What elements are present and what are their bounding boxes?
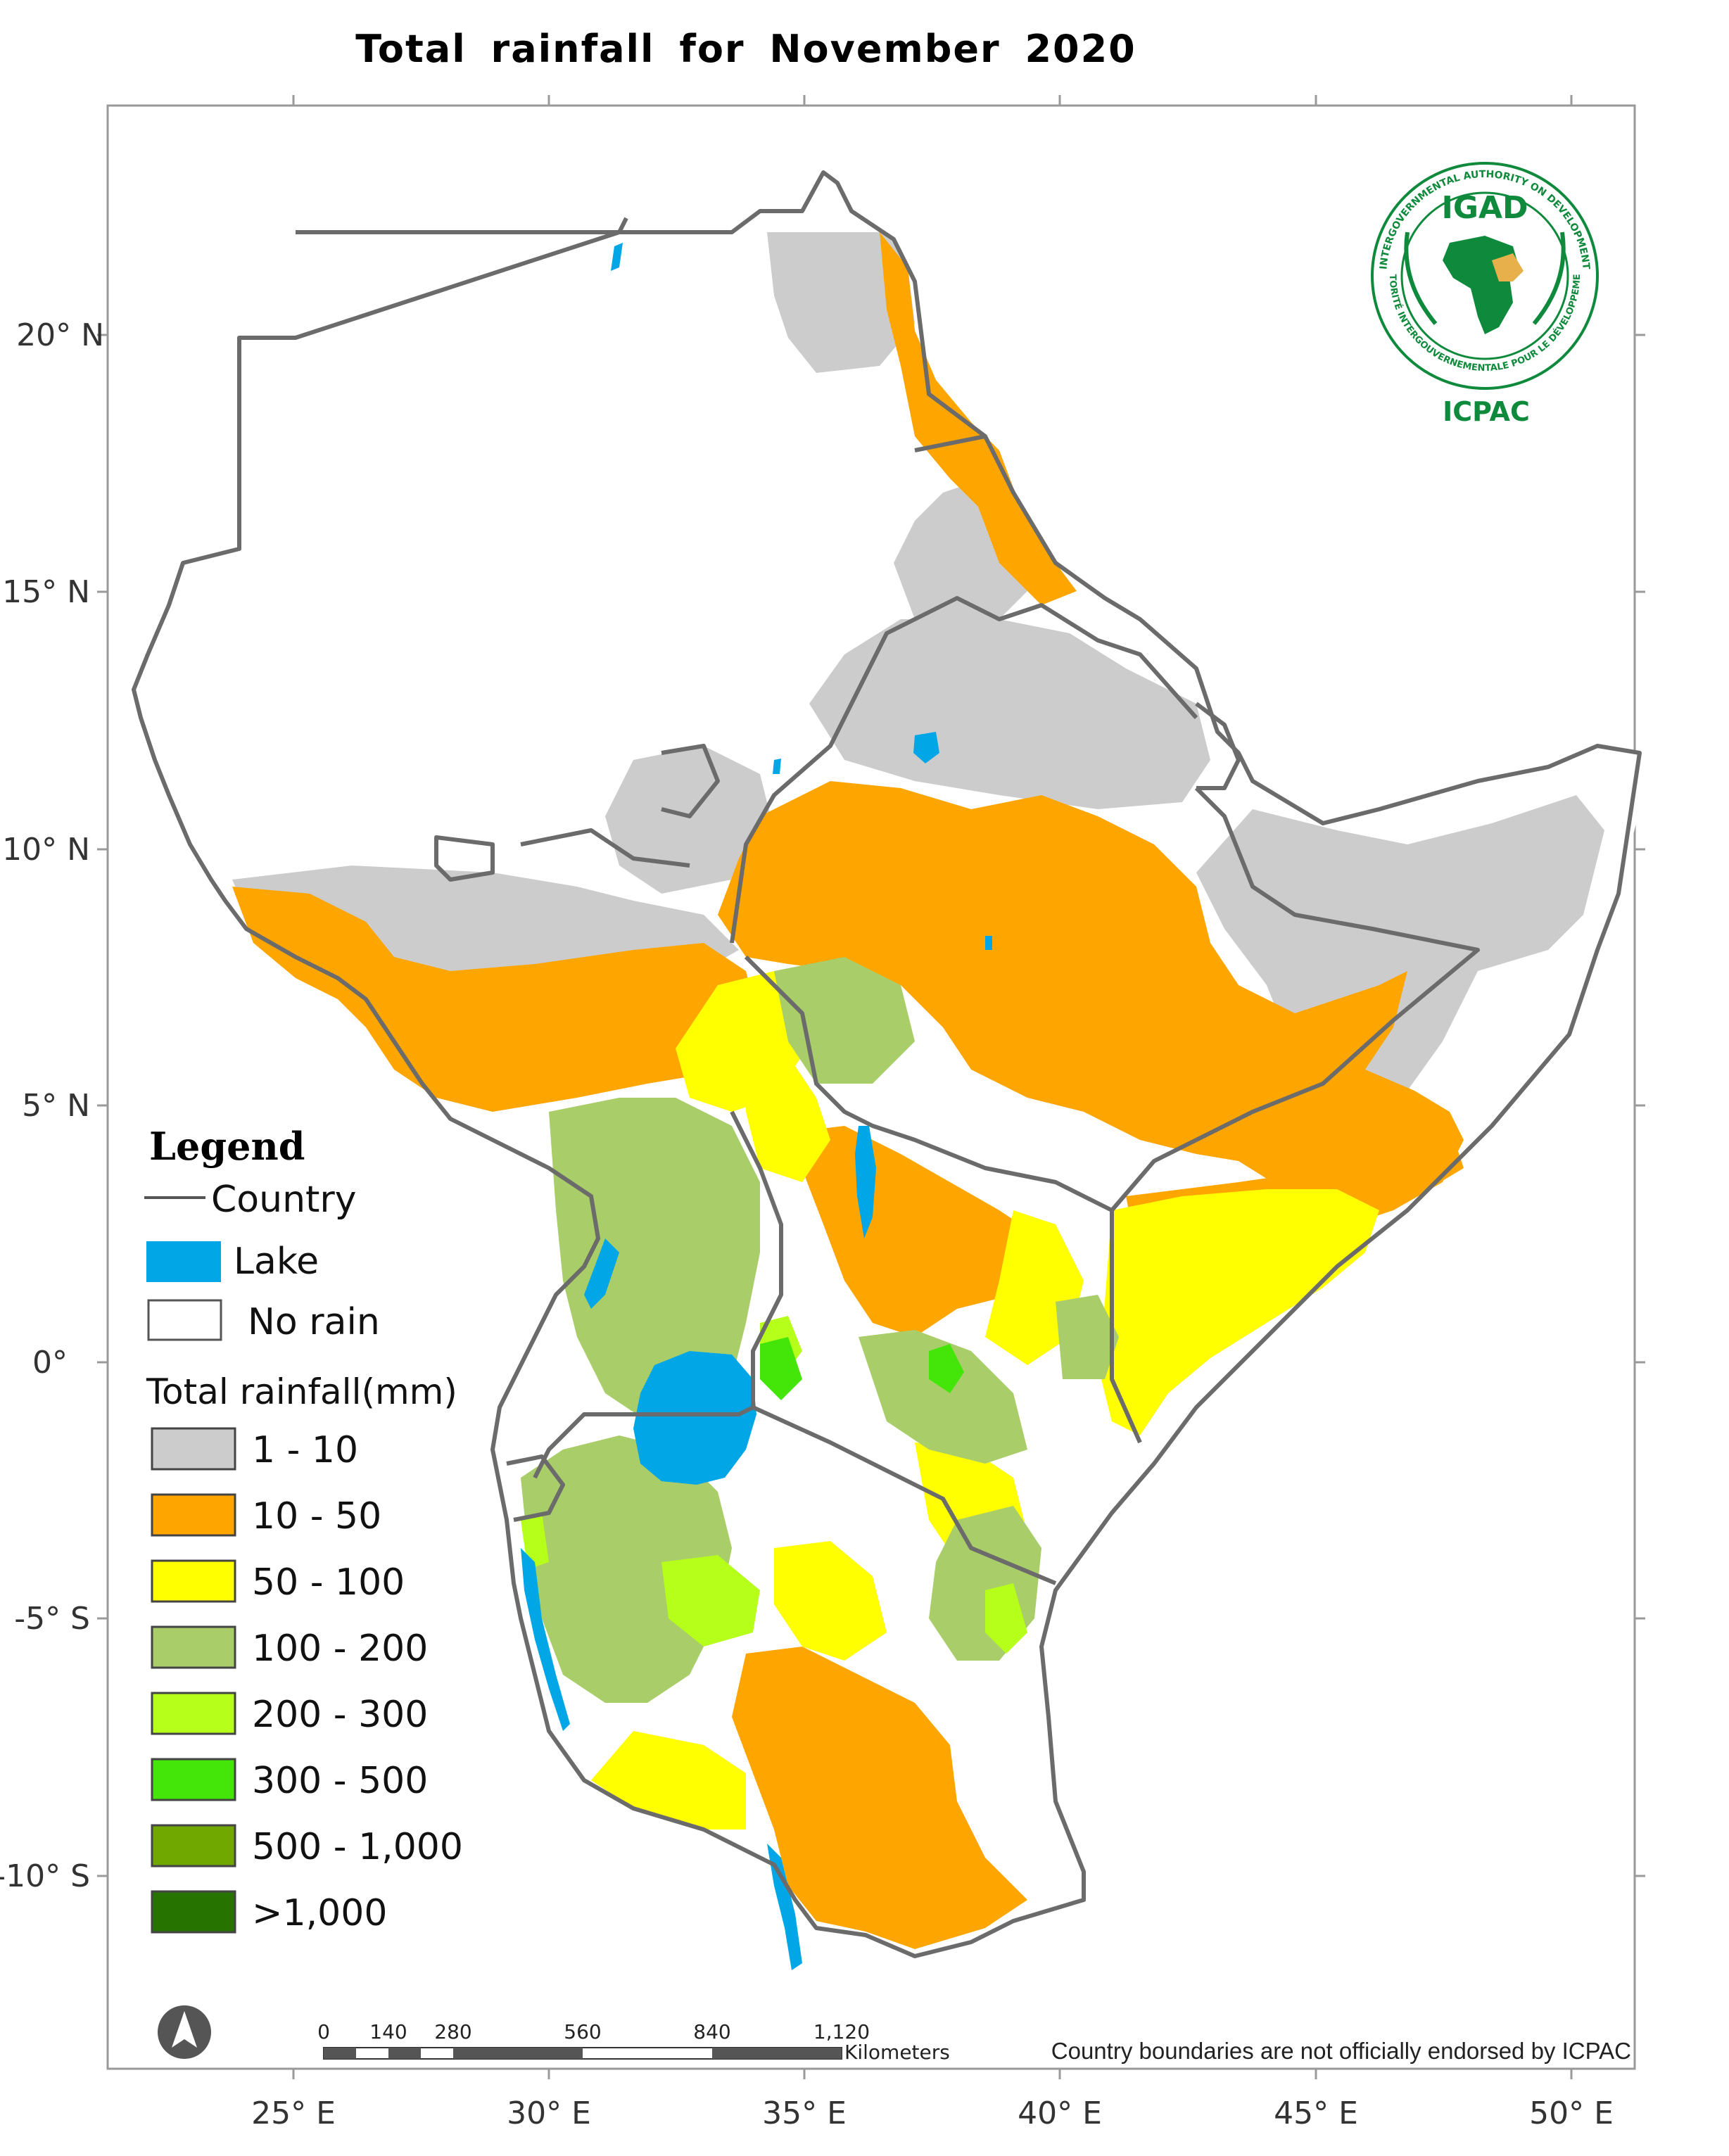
x-tick-label: 40° E: [1018, 2095, 1102, 2131]
legend: Legend Country Lake No rain Total rainfa…: [144, 1124, 463, 1934]
country-border: [132, 170, 1642, 1958]
logo-icpac-text: ICPAC: [1443, 396, 1530, 427]
disclaimer-note: Country boundaries are not officially en…: [1051, 2038, 1631, 2064]
country-border: [1110, 786, 1480, 1444]
scale-tick-label: 0: [317, 2020, 330, 2043]
scale-tick-label: 280: [434, 2020, 471, 2043]
rainfall-raster: [134, 172, 1640, 1956]
country-border: [752, 1405, 1057, 1585]
lake-turkana: [855, 1126, 876, 1238]
y-tick-labels: 20° N 15° N 10° N 5° N 0° -5° S -10° S: [0, 317, 104, 1894]
legend-heading: Legend: [149, 1124, 305, 1169]
y-tick-label: 10° N: [2, 832, 90, 868]
legend-class-label: 100 - 200: [252, 1628, 428, 1670]
scale-tick-label: 140: [369, 2020, 407, 2043]
map-title: Total rainfall for November 2020: [355, 27, 1136, 71]
legend-class-swatch: [151, 1692, 236, 1735]
legend-class-swatch: [151, 1758, 236, 1801]
legend-class-swatch: [151, 1493, 236, 1537]
legend-country-label: Country: [211, 1179, 357, 1221]
x-tick-label: 45° E: [1274, 2095, 1358, 2131]
lake-albert: [584, 1238, 619, 1309]
lake-malawi: [767, 1844, 802, 1970]
country-borders: [132, 170, 1642, 1958]
logo-igad-text: IGAD: [1441, 190, 1528, 226]
legend-class-swatch: [151, 1890, 236, 1934]
scale-tick-label: 1,120: [813, 2020, 870, 2043]
y-tick-label: 0°: [32, 1345, 68, 1381]
country-border: [533, 1110, 783, 1479]
x-tick-label: 30° E: [507, 2095, 591, 2131]
legend-class-swatch: [151, 1625, 236, 1669]
y-tick-label: 20° N: [16, 317, 104, 353]
country-border: [434, 835, 495, 882]
legend-rainfall-heading: Total rainfall(mm): [146, 1371, 457, 1412]
legend-class-label: 500 - 1,000: [252, 1826, 463, 1868]
legend-lake-label: Lake: [234, 1241, 319, 1283]
lake-victoria: [633, 1351, 756, 1485]
country-border: [744, 955, 1113, 1212]
legend-no-rain-label: No rain: [248, 1301, 380, 1343]
lake-tana: [913, 732, 939, 763]
y-tick-label: -10° S: [0, 1858, 90, 1894]
north-arrow-icon: [158, 2005, 211, 2059]
legend-class-label: 1 - 10: [252, 1429, 358, 1471]
legend-class-label: 10 - 50: [252, 1495, 381, 1537]
x-tick-label: 50° E: [1529, 2095, 1614, 2131]
legend-class-swatch: [151, 1824, 236, 1868]
country-border: [730, 596, 1198, 944]
horn-of-africa-icon: [1492, 253, 1524, 281]
scale-unit-label: Kilometers: [844, 2041, 950, 2064]
legend-no-rain-swatch: [147, 1299, 222, 1341]
y-tick-label: 5° N: [22, 1088, 90, 1124]
laurel-left-icon: [1404, 232, 1438, 325]
country-border: [1195, 702, 1241, 790]
legend-class-label: 50 - 100: [252, 1561, 405, 1604]
legend-class-label: >1,000: [252, 1892, 387, 1934]
scale-tick-label: 560: [564, 2020, 601, 2043]
legend-lake-swatch: [146, 1241, 221, 1282]
x-tick-labels: 25° E 30° E 35° E 40° E 45° E 50° E: [251, 2095, 1614, 2131]
legend-class-label: 200 - 300: [252, 1694, 428, 1736]
country-border: [914, 434, 986, 452]
tick-marks: [97, 95, 1645, 2079]
lakes: [521, 243, 992, 1970]
country-border: [520, 828, 690, 868]
scale-bar: 0 140 280 560 840 1,120 Kilometers: [317, 2020, 950, 2064]
x-tick-label: 35° E: [762, 2095, 847, 2131]
x-tick-label: 25° E: [251, 2095, 336, 2131]
lake-tanganyika: [521, 1548, 570, 1731]
legend-class-label: 300 - 500: [252, 1760, 428, 1802]
legend-class-swatch: [151, 1427, 236, 1471]
country-border: [506, 1454, 565, 1522]
legend-classes: 1 - 10 10 - 50 50 - 100 100 - 200 200 - 300 3…: [151, 1427, 463, 1934]
laurel-right-icon: [1532, 232, 1566, 325]
scale-tick-label: 840: [693, 2020, 730, 2043]
country-border: [661, 744, 720, 818]
legend-class-swatch: [151, 1559, 236, 1603]
y-tick-label: -5° S: [14, 1601, 90, 1637]
y-tick-label: 15° N: [2, 574, 90, 610]
